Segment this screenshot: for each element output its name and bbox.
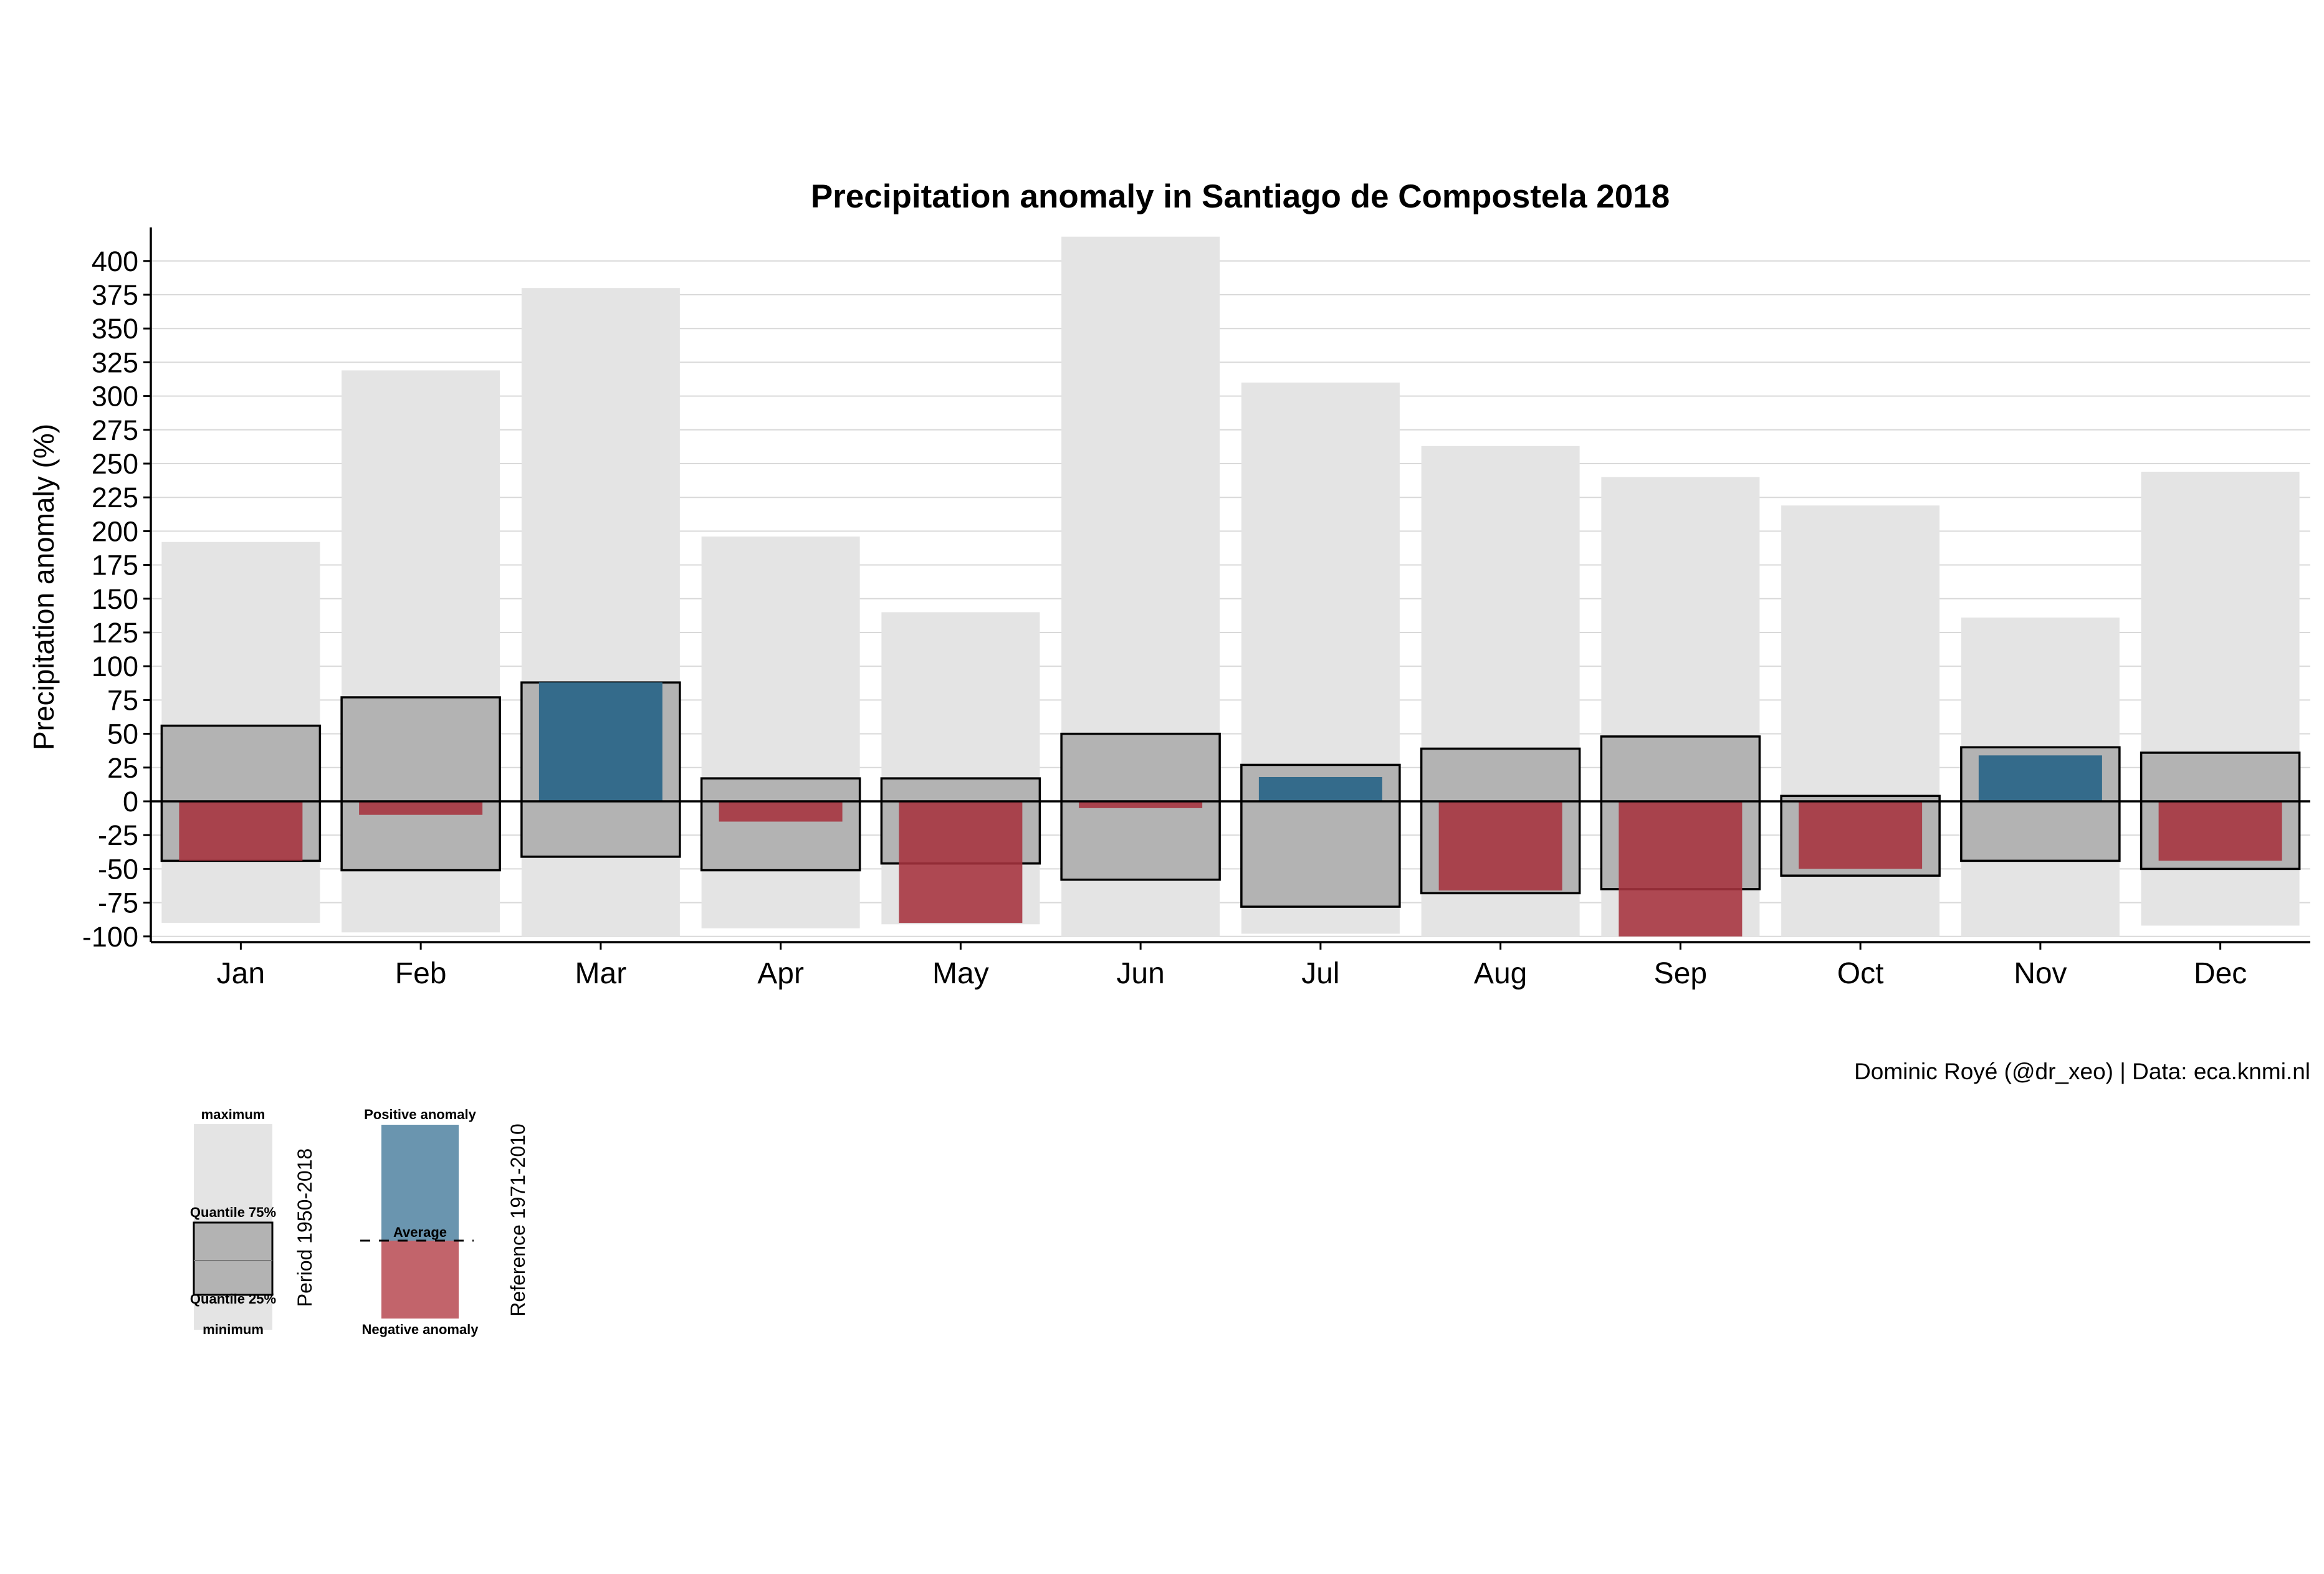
legend-reference-label: Reference 1971-2010: [507, 1123, 529, 1317]
gridlines: [151, 260, 2310, 937]
x-tick-label-feb: Feb: [395, 957, 447, 990]
anomaly-bar-aug: [1438, 801, 1562, 891]
x-tick-labels: Jan Feb Mar Apr May Jun Jul Aug Sep Oct Nov Dec: [217, 942, 2247, 990]
anomaly-bar-jan: [179, 801, 303, 861]
legend-negative-swatch: [381, 1241, 459, 1319]
x-tick-label-dec: Dec: [2194, 957, 2247, 990]
x-tick-label-jun: Jun: [1116, 957, 1164, 990]
y-tick-label: 350: [92, 313, 138, 345]
axes: [150, 227, 2310, 943]
legend-average-label: Average: [393, 1224, 447, 1240]
x-tick-label-nov: Nov: [2014, 957, 2067, 990]
legend-reference: Positive anomaly Average Negative anomal…: [360, 1107, 529, 1337]
y-tick-label: -25: [98, 819, 138, 851]
y-tick-labels: -100-75-50-25025507510012515017520022525…: [82, 246, 151, 953]
anomaly-bars: [179, 682, 2282, 937]
x-tick-label-sep: Sep: [1654, 957, 1707, 990]
y-tick-label: 225: [92, 482, 138, 513]
chart-title: Precipitation anomaly in Santiago de Com…: [811, 178, 1670, 215]
y-tick-label: 300: [92, 381, 138, 413]
source-caption: Dominic Royé (@dr_xeo) | Data: eca.knmi.…: [1854, 1059, 2310, 1084]
y-tick-label: 275: [92, 414, 138, 446]
y-tick-label: -75: [98, 887, 138, 919]
y-tick-label: 125: [92, 617, 138, 649]
x-tick-label-mar: Mar: [575, 957, 627, 990]
x-tick-label-may: May: [932, 957, 989, 990]
legend-period-label: Period 1950-2018: [294, 1148, 316, 1307]
y-tick-label: 325: [92, 346, 138, 378]
y-tick-label: 25: [107, 752, 138, 784]
y-tick-label: -100: [82, 921, 138, 953]
y-tick-label: 75: [107, 684, 138, 716]
legend-q75-label: Quantile 75%: [190, 1204, 276, 1220]
anomaly-bar-nov: [1978, 755, 2102, 801]
anomaly-bar-sep: [1619, 801, 1743, 937]
legend-positive-label: Positive anomaly: [364, 1107, 477, 1122]
y-tick-label: -50: [98, 853, 138, 885]
x-tick-label-oct: Oct: [1837, 957, 1884, 990]
x-tick-label-aug: Aug: [1474, 957, 1527, 990]
y-tick-label: 0: [123, 786, 138, 818]
quantile-box-apr: [700, 777, 861, 872]
y-tick-label: 375: [92, 279, 138, 311]
anomaly-bar-apr: [719, 801, 843, 822]
anomaly-bar-jun: [1079, 801, 1203, 808]
y-tick-label: 175: [92, 550, 138, 581]
legend-positive-swatch: [381, 1125, 459, 1241]
anomaly-bar-jul: [1258, 776, 1382, 801]
anomaly-bar-dec: [2158, 801, 2282, 861]
legend: maximum Quantile 75% Quantile 25% minimu…: [190, 1107, 529, 1337]
quantile-box-feb: [340, 696, 501, 872]
y-tick-label: 50: [107, 718, 138, 750]
anomaly-bar-oct: [1799, 801, 1923, 869]
y-tick-label: 250: [92, 448, 138, 480]
x-tick-label-jul: Jul: [1301, 957, 1339, 990]
anomaly-bar-mar: [538, 682, 662, 801]
x-tick-label-jan: Jan: [217, 957, 265, 990]
x-tick-label-apr: Apr: [757, 957, 804, 990]
y-tick-label: 400: [92, 246, 138, 277]
y-tick-label: 150: [92, 583, 138, 615]
legend-period: maximum Quantile 75% Quantile 25% minimu…: [190, 1107, 316, 1337]
y-axis-label: Precipitation anomaly (%): [27, 424, 60, 750]
anomaly-bar-feb: [359, 801, 483, 815]
y-tick-label: 100: [92, 651, 138, 682]
y-tick-label: 200: [92, 515, 138, 547]
legend-quantile-swatch: [193, 1221, 274, 1296]
legend-negative-label: Negative anomaly: [361, 1322, 479, 1337]
legend-minimum-label: minimum: [203, 1322, 264, 1337]
anomaly-bar-may: [899, 801, 1023, 923]
legend-q25-label: Quantile 25%: [190, 1291, 276, 1307]
legend-maximum-label: maximum: [201, 1107, 265, 1122]
